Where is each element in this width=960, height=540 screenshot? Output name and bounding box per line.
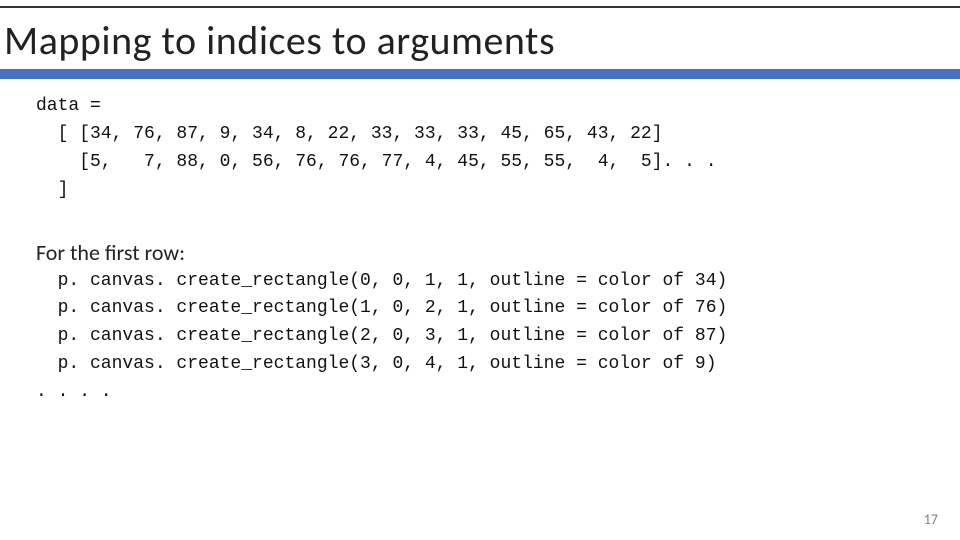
ellipsis: . . . . <box>36 379 960 407</box>
page-number: 17 <box>924 511 938 528</box>
code-block-calls: p. canvas. create_rectangle(0, 0, 1, 1, … <box>36 268 960 380</box>
for-first-row-label: For the first row: <box>36 239 960 266</box>
slide-title: Mapping to indices to arguments <box>4 16 960 65</box>
code-block-data-array: data = [ [34, 76, 87, 9, 34, 8, 22, 33, … <box>36 93 960 205</box>
top-rule <box>0 6 960 8</box>
accent-bar <box>0 69 960 79</box>
